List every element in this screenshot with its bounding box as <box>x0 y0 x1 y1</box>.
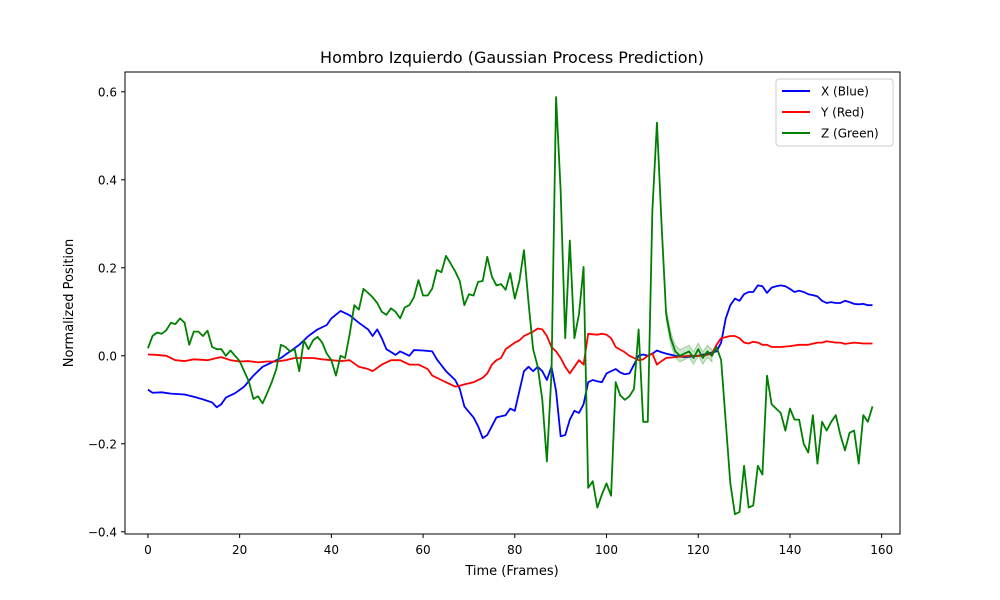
legend: X (Blue) Y (Red) Z (Green) <box>775 78 894 147</box>
legend-box <box>775 78 894 147</box>
x-tick-label: 80 <box>507 543 522 557</box>
x-tick-label: 160 <box>870 543 893 557</box>
y-axis: −0.4 −0.2 0.0 0.2 0.4 0.6 <box>88 85 125 539</box>
y-tick-label: 0.2 <box>98 261 117 275</box>
x-tick-label: 60 <box>415 543 430 557</box>
y-axis-label: Normalized Position <box>62 239 77 367</box>
y-tick-label: 0.4 <box>98 173 117 187</box>
x-tick-label: 20 <box>232 543 247 557</box>
x-tick-label: 120 <box>687 543 710 557</box>
axes-frame <box>124 71 901 535</box>
series-x-line <box>147 284 873 439</box>
y-tick-label: 0.0 <box>98 349 117 363</box>
series-z-confidence-band <box>665 307 713 366</box>
y-tick-label: −0.4 <box>88 525 117 539</box>
x-axis: 0 20 40 60 80 100 120 140 160 <box>144 534 893 557</box>
chart-title: Hombro Izquierdo (Gaussian Process Predi… <box>320 48 704 67</box>
legend-label-y: Y (Red) <box>820 106 864 120</box>
series-z-line <box>147 96 874 516</box>
x-tick-label: 0 <box>144 543 152 557</box>
legend-label-x: X (Blue) <box>821 85 869 99</box>
y-tick-label: 0.6 <box>98 85 117 99</box>
x-axis-label: Time (Frames) <box>464 564 558 579</box>
plot-area <box>147 96 874 516</box>
y-tick-label: −0.2 <box>88 437 117 451</box>
legend-label-z: Z (Green) <box>821 127 879 141</box>
x-tick-label: 40 <box>324 543 339 557</box>
x-tick-label: 140 <box>778 543 801 557</box>
x-tick-label: 100 <box>595 543 618 557</box>
